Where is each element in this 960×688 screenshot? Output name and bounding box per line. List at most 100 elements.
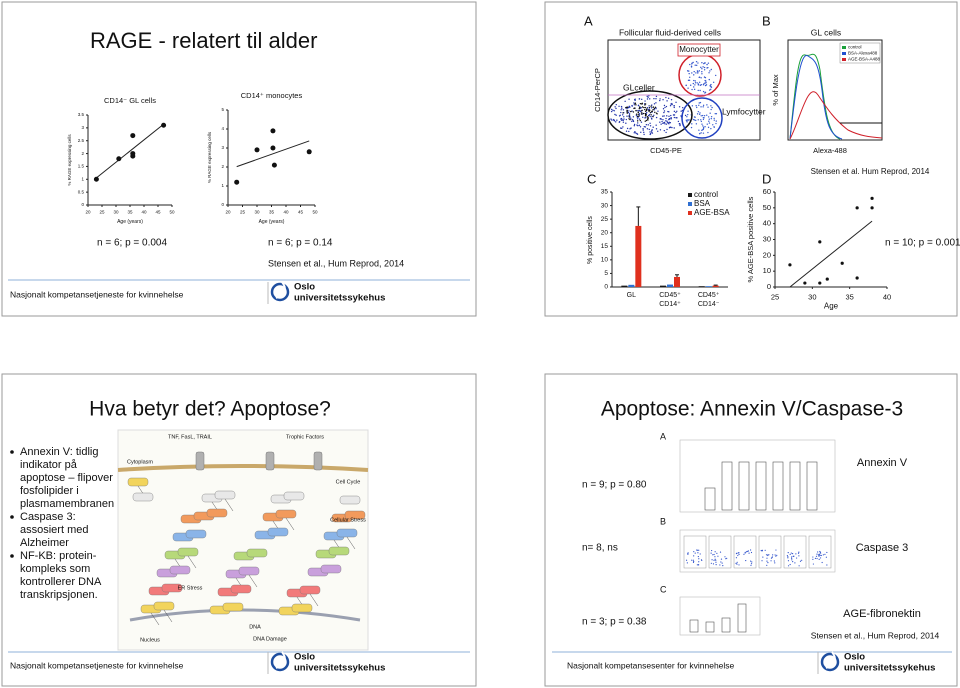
flow-event [648,105,650,107]
flow-event [638,124,641,126]
legend-label: BSA-Alexa488 [848,51,878,56]
figure-detail [720,558,723,560]
flow-event [627,106,630,109]
flow-event [715,74,717,77]
flow-event [695,123,698,125]
x-tick-label: 40 [141,210,147,215]
flow-event [699,89,701,92]
figure-detail [798,551,800,553]
y-tick-label: 10 [601,257,609,264]
flow-event [620,119,623,121]
flow-event [698,133,701,135]
pathway-node [275,509,297,519]
pathway-node [185,529,207,539]
figure-detail [787,565,790,567]
flow-event [671,126,673,129]
flow-event [615,114,617,116]
flow-event [697,119,699,121]
figure-detail [685,559,688,561]
bullet-text: Caspase 3: [20,511,76,523]
flow-event [661,120,663,123]
flow-event [662,108,665,110]
legend-swatch [842,46,846,49]
figure-detail [697,564,700,566]
x-tick-label: 25 [771,292,779,301]
flow-event [634,107,636,109]
figure-detail [783,535,807,569]
pathway-node [238,566,260,576]
figure-detail [819,552,822,554]
flow-event [703,117,705,119]
pathway-node [161,583,183,593]
flow-event [693,70,695,73]
flow-event [646,107,649,109]
flow-event [678,106,681,108]
flow-event [630,110,632,113]
pathway-arrow [163,609,173,623]
flow-event [631,118,633,121]
figure-detail [724,556,726,558]
flow-event [695,105,697,107]
figure-detail [801,559,803,561]
y-tick-label: 25 [601,216,609,223]
bar [635,225,642,287]
flow-event [676,110,678,112]
flow-event [645,123,648,126]
panel-letter: C [587,171,596,186]
panel-letter: D [762,171,771,186]
flow-event [666,115,668,117]
pathway-node [320,564,342,574]
flow-event [652,126,654,128]
flow-event [704,125,706,128]
flow-event [708,89,711,91]
data-point [870,196,874,200]
figure-detail [787,552,789,554]
result-label: AGE-fibronektin [843,608,921,620]
flow-event [663,110,666,112]
flow-event [641,109,643,112]
figure-detail [692,561,695,563]
flow-event [640,113,643,115]
x-axis-label: CD45-PE [650,146,682,155]
gate-label: Monocytter [679,45,719,54]
figure-detail [821,561,823,564]
flow-event [640,121,643,123]
flow-event [714,113,716,115]
figure-detail [738,553,740,556]
flow-event [689,76,691,78]
flow-event [706,114,708,116]
pathway-node [339,495,361,505]
figure-detail [697,552,699,554]
x-tick-label: CD14⁺ [659,301,681,308]
flow-event [647,96,649,99]
flow-event [643,126,646,128]
flow-event [644,104,646,106]
flow-event [673,127,675,129]
data-point [130,153,136,159]
flow-event [710,68,712,71]
diagram-label: TNF, FasL, TRAIL [168,434,212,440]
flow-event [670,103,672,105]
data-point [803,281,807,285]
flow-event [662,122,664,125]
flow-event [638,113,641,115]
flow-event [619,127,622,129]
flow-event [688,79,691,81]
y-tick-label: 1 [221,183,224,188]
histogram-curve [789,91,883,140]
data-point [855,206,859,210]
flow-event [622,121,625,123]
figure-detail [693,551,695,553]
flow-event [677,120,680,123]
footer-text: Nasjonalt kompetansetjeneste for kvinneh… [10,289,184,299]
flow-event [633,102,635,104]
flow-event [692,82,695,85]
logo-text: universitetssykehus [844,663,935,674]
y-tick-label: 0.5 [78,189,85,194]
y-tick-label: 3 [81,125,84,130]
figure-detail [687,553,689,555]
flow-event [630,117,632,119]
flow-event [665,105,668,108]
figure-detail [789,553,791,555]
flow-event [664,106,666,109]
